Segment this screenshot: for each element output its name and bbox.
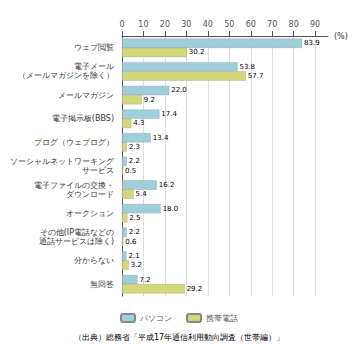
svg-text:2.5: 2.5 — [129, 214, 140, 222]
svg-text:ダウンロード: ダウンロード — [66, 190, 114, 199]
svg-text:電子メール: 電子メール — [74, 62, 114, 71]
svg-text:50: 50 — [224, 20, 234, 29]
svg-text:30: 30 — [181, 20, 191, 29]
svg-text:オークション: オークション — [66, 209, 114, 218]
svg-text:90: 90 — [310, 20, 320, 29]
svg-text:40: 40 — [203, 20, 213, 29]
svg-text:22.0: 22.0 — [171, 86, 187, 94]
svg-text:80: 80 — [289, 20, 299, 29]
svg-text:29.2: 29.2 — [187, 285, 203, 293]
svg-text:9.2: 9.2 — [144, 96, 155, 104]
svg-text:70: 70 — [267, 20, 277, 29]
svg-text:16.2: 16.2 — [159, 181, 175, 189]
svg-text:20: 20 — [160, 20, 170, 29]
svg-text:83.9: 83.9 — [304, 39, 320, 47]
svg-text:5.4: 5.4 — [136, 190, 148, 198]
svg-text:分からない: 分からない — [74, 256, 114, 265]
svg-text:電子ファイルの交換・: 電子ファイルの交換・ — [34, 181, 114, 190]
svg-text:57.7: 57.7 — [248, 72, 264, 80]
svg-text:無回答: 無回答 — [90, 280, 114, 289]
svg-text:0: 0 — [119, 20, 124, 29]
svg-text:30.2: 30.2 — [189, 48, 205, 56]
svg-text:メールマガジン: メールマガジン — [58, 91, 114, 100]
svg-text:60: 60 — [246, 20, 256, 29]
svg-text:電子掲示板(BBS): 電子掲示板(BBS) — [52, 114, 114, 123]
svg-text:53.8: 53.8 — [239, 63, 255, 71]
svg-text:その他(IP電話などの: その他(IP電話などの — [40, 228, 114, 237]
svg-text:通話サービスは除く): 通話サービスは除く) — [39, 237, 114, 246]
svg-text:0.6: 0.6 — [125, 238, 137, 246]
svg-text:サービス: サービス — [82, 166, 114, 175]
svg-text:ソーシャルネットワーキング: ソーシャルネットワーキング — [10, 157, 115, 166]
svg-text:2.1: 2.1 — [129, 252, 140, 260]
svg-text:7.2: 7.2 — [139, 276, 150, 284]
svg-text:2.2: 2.2 — [129, 228, 140, 236]
svg-text:18.0: 18.0 — [163, 205, 179, 213]
svg-text:パソコン: パソコン — [139, 314, 172, 323]
svg-text:（出典）総務省「平成17年通信利用動向調査（世帯編）」: （出典）総務省「平成17年通信利用動向調査（世帯編）」 — [74, 333, 284, 342]
svg-text:ウェブ閲覧: ウェブ閲覧 — [74, 43, 114, 52]
svg-text:（メールマガジンを除く）: （メールマガジンを除く） — [18, 71, 114, 80]
svg-text:携帯電話: 携帯電話 — [206, 314, 238, 323]
svg-text:13.4: 13.4 — [153, 134, 169, 142]
svg-text:2.2: 2.2 — [129, 157, 140, 165]
svg-text:ブログ（ウェブログ）: ブログ（ウェブログ） — [34, 138, 114, 147]
svg-text:2.3: 2.3 — [129, 143, 140, 151]
svg-text:4.3: 4.3 — [133, 119, 144, 127]
svg-text:17.4: 17.4 — [161, 110, 177, 118]
svg-text:(%): (%) — [334, 32, 348, 41]
svg-text:3.2: 3.2 — [131, 261, 142, 269]
svg-text:10: 10 — [138, 20, 148, 29]
svg-text:0.5: 0.5 — [125, 167, 136, 175]
